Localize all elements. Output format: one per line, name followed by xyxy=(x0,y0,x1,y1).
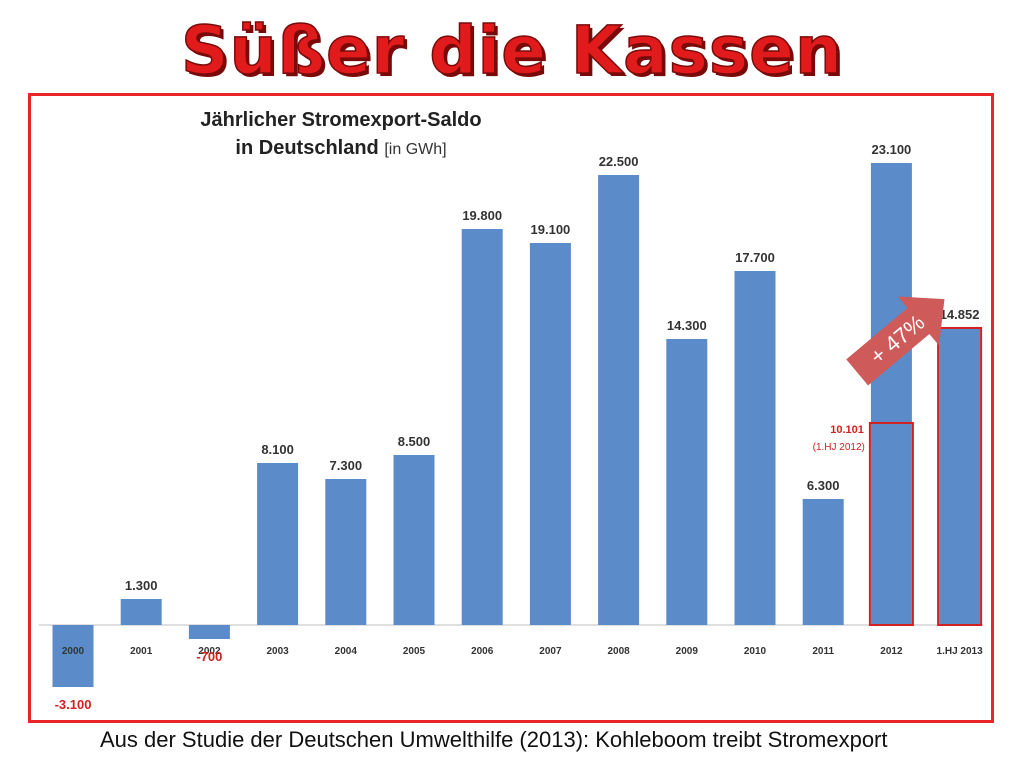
chart-title-line2-wrap: in Deutschland [in GWh] xyxy=(151,134,531,164)
highlight-label: 10.101 xyxy=(830,424,864,436)
data-label: -3.100 xyxy=(55,697,92,712)
bar-2005 xyxy=(393,455,435,625)
bar-2009 xyxy=(666,339,708,625)
bar-2012 xyxy=(870,163,912,625)
tick-label: 2012 xyxy=(880,646,903,657)
highlight-sublabel: (1.HJ 2012) xyxy=(813,442,865,453)
slide-title: Süßer die Kassen xyxy=(180,12,843,89)
bar-2001 xyxy=(120,599,162,625)
bar-1hj2013 xyxy=(939,327,981,625)
tick-label: 2008 xyxy=(607,646,630,657)
bar-2003 xyxy=(257,463,299,625)
data-label: 17.700 xyxy=(735,250,775,265)
data-label: 1.300 xyxy=(125,578,158,593)
bar-2006 xyxy=(461,229,503,625)
source-caption: Aus der Studie der Deutschen Umwelthilfe… xyxy=(100,727,888,752)
bar-2007 xyxy=(529,243,571,625)
highlight-box-2013-h1 xyxy=(937,326,983,627)
tick-label: 2004 xyxy=(335,646,358,657)
tick-label: 2002 xyxy=(198,646,221,657)
bar-2010 xyxy=(734,271,776,625)
bar-2000 xyxy=(52,625,94,687)
chart-title-line2: in Deutschland xyxy=(235,137,379,159)
tick-label: 2006 xyxy=(471,646,494,657)
bar-2002 xyxy=(188,625,230,639)
tick-label: 2001 xyxy=(130,646,153,657)
tick-label: 2007 xyxy=(539,646,562,657)
highlight-box-2012-h1 xyxy=(868,421,914,627)
chart-title: Jährlicher Stromexport-Saldo in Deutschl… xyxy=(151,106,531,164)
data-label: 14.300 xyxy=(667,318,707,333)
data-label: -700 xyxy=(196,649,222,664)
tick-label: 2010 xyxy=(744,646,767,657)
tick-label: 2009 xyxy=(676,646,699,657)
growth-arrow-shape xyxy=(846,296,945,386)
chart-title-line1: Jährlicher Stromexport-Saldo xyxy=(200,109,482,131)
tick-label: 2003 xyxy=(266,646,289,657)
data-label: 14.852 xyxy=(940,307,980,322)
bar-2004 xyxy=(325,479,367,625)
data-label: 7.300 xyxy=(330,458,363,473)
tick-label: 1.HJ 2013 xyxy=(937,646,984,657)
data-label: 8.500 xyxy=(398,434,431,449)
data-label: 19.800 xyxy=(462,208,502,223)
tick-label: 2005 xyxy=(403,646,426,657)
chart-unit: [in GWh] xyxy=(384,141,447,158)
data-label: 23.100 xyxy=(872,142,912,157)
tick-label: 2011 xyxy=(812,646,834,657)
tick-label: 2000 xyxy=(62,646,85,657)
bar-chart: 2000 -3.100 2001 1.300 2002-700 2003 8.100 2004… xyxy=(39,142,984,712)
chart-frame: 2000 -3.100 2001 1.300 2002 -700 2003 8.100 2004… xyxy=(28,93,994,723)
data-label: 19.100 xyxy=(531,222,571,237)
data-label: 22.500 xyxy=(599,154,639,169)
bar-2011 xyxy=(802,499,844,625)
data-label: 6.300 xyxy=(807,478,840,493)
data-label: 8.100 xyxy=(261,442,294,457)
bar-2008 xyxy=(598,175,640,625)
